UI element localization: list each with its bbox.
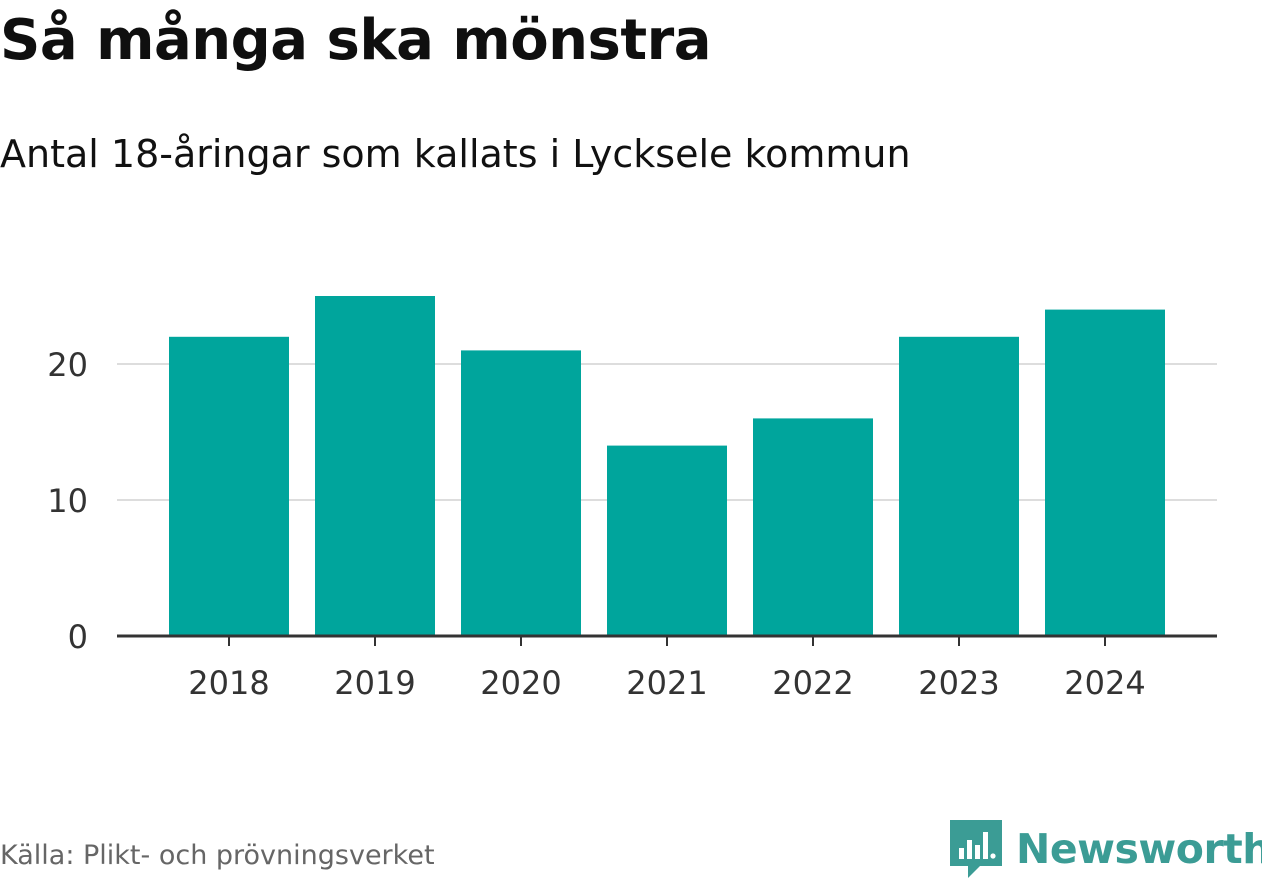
x-tick-label: 2018 bbox=[188, 664, 269, 702]
bar-2019 bbox=[315, 296, 435, 636]
x-tick-label: 2020 bbox=[480, 664, 561, 702]
bar-2023 bbox=[899, 336, 1019, 636]
y-tick-label: 0 bbox=[68, 618, 88, 656]
y-tick-label: 20 bbox=[47, 346, 88, 384]
y-axis-ticks: 0 10 20 bbox=[47, 346, 88, 656]
bar-chart: 0 10 20 2018 2019 2020 2021 2022 2023 2024 bbox=[47, 296, 1217, 702]
chart-subtitle: Antal 18-åringar som kallats i Lycksele … bbox=[0, 132, 911, 176]
x-tick-label: 2021 bbox=[626, 664, 707, 702]
brand-name: Newsworthy bbox=[1016, 825, 1262, 873]
bar-2020 bbox=[461, 350, 581, 636]
bars bbox=[169, 296, 1165, 636]
x-tick-label: 2022 bbox=[772, 664, 853, 702]
bar-2021 bbox=[607, 445, 727, 636]
y-tick-label: 10 bbox=[47, 482, 88, 520]
bar-2018 bbox=[169, 336, 289, 636]
x-axis bbox=[117, 634, 1217, 646]
bar-chart-speech-bubble-icon bbox=[950, 820, 1002, 878]
newsworthy-logo: Newsworthy bbox=[950, 818, 1262, 880]
chart-title: Så många ska mönstra bbox=[0, 8, 712, 73]
x-tick-label: 2019 bbox=[334, 664, 415, 702]
bar-2024 bbox=[1045, 309, 1165, 636]
source-note: Källa: Plikt- och prövningsverket bbox=[0, 840, 435, 871]
x-tick-label: 2023 bbox=[918, 664, 999, 702]
x-axis-ticks: 2018 2019 2020 2021 2022 2023 2024 bbox=[188, 664, 1145, 702]
x-tick-label: 2024 bbox=[1064, 664, 1145, 702]
bar-2022 bbox=[753, 418, 873, 636]
